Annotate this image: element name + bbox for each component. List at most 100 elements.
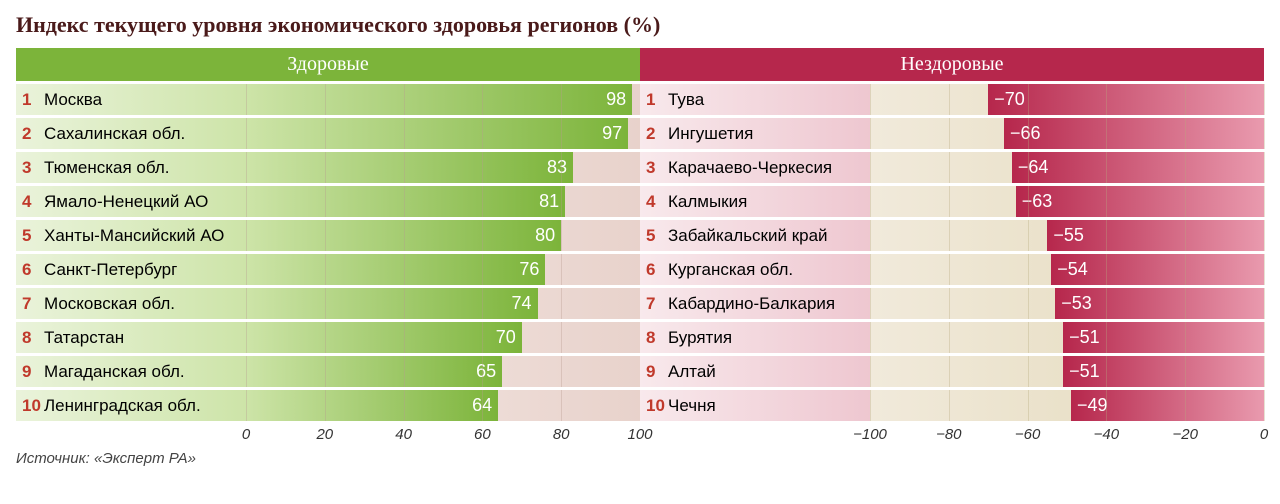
table-row: 7Кабардино-Балкария−53 xyxy=(640,288,1264,322)
gridline xyxy=(404,186,405,217)
bar-cell: 98 xyxy=(246,84,640,115)
table-row: 1Тува−70 xyxy=(640,84,1264,118)
bar-fill: −66 xyxy=(1004,118,1264,149)
label-cell: 2Сахалинская обл. xyxy=(16,118,246,149)
gridline xyxy=(949,152,950,183)
row-rank: 4 xyxy=(22,192,44,212)
bar-cell: 97 xyxy=(246,118,640,149)
gridline xyxy=(561,118,562,149)
row-region: Москва xyxy=(44,90,102,110)
bar-cell: −55 xyxy=(870,220,1264,251)
label-cell: 3Тюменская обл. xyxy=(16,152,246,183)
row-region: Сахалинская обл. xyxy=(44,124,185,144)
table-row: 3Карачаево-Черкесия−64 xyxy=(640,152,1264,186)
table-row: 3Тюменская обл.83 xyxy=(16,152,640,186)
row-rank: 1 xyxy=(646,90,668,110)
gridline xyxy=(1185,288,1186,319)
gridline xyxy=(1185,390,1186,421)
axis-tick: 100 xyxy=(627,426,652,443)
gridline xyxy=(1106,390,1107,421)
bar-fill: −53 xyxy=(1055,288,1264,319)
row-region: Кабардино-Балкария xyxy=(668,294,835,314)
table-row: 9Магаданская обл.65 xyxy=(16,356,640,390)
gridline xyxy=(404,356,405,387)
row-rank: 4 xyxy=(646,192,668,212)
bar-cell: 80 xyxy=(246,220,640,251)
row-rank: 5 xyxy=(22,226,44,246)
bar-fill: 76 xyxy=(246,254,545,285)
gridline xyxy=(246,84,247,115)
axis-tick: 80 xyxy=(553,426,570,443)
bar-value: −51 xyxy=(1069,327,1100,348)
gridline xyxy=(561,254,562,285)
table-row: 1Москва98 xyxy=(16,84,640,118)
panel-unhealthy-body: 1Тува−702Ингушетия −663Карачаево-Черкесия… xyxy=(640,84,1264,424)
table-row: 8Бурятия−51 xyxy=(640,322,1264,356)
table-row: 7Московская обл.74 xyxy=(16,288,640,322)
row-rank: 2 xyxy=(646,124,668,144)
row-rank: 10 xyxy=(646,396,668,416)
gridline xyxy=(561,356,562,387)
gridline xyxy=(870,118,871,149)
label-cell: 6Санкт-Петербург xyxy=(16,254,246,285)
table-row: 2Сахалинская обл.97 xyxy=(16,118,640,152)
gridline xyxy=(870,390,871,421)
panel-healthy-header: Здоровые xyxy=(16,48,640,84)
gridline xyxy=(246,220,247,251)
label-cell: 9Магаданская обл. xyxy=(16,356,246,387)
table-row: 4Ямало-Ненецкий АО81 xyxy=(16,186,640,220)
bar-fill: 70 xyxy=(246,322,522,353)
label-cell: 5Ханты-Мансийский АО xyxy=(16,220,246,251)
bar-fill: 97 xyxy=(246,118,628,149)
gridline xyxy=(246,288,247,319)
bar-value: −53 xyxy=(1061,293,1092,314)
bar-cell: 70 xyxy=(246,322,640,353)
row-region: Забайкальский край xyxy=(668,226,828,246)
bar-cell: 83 xyxy=(246,152,640,183)
gridline xyxy=(949,118,950,149)
table-row: 5Забайкальский край−55 xyxy=(640,220,1264,254)
gridline xyxy=(246,356,247,387)
axis-tick: 60 xyxy=(474,426,491,443)
table-row: 6Курганская обл. −54 xyxy=(640,254,1264,288)
gridline xyxy=(1264,118,1265,149)
bar-value: 74 xyxy=(512,293,532,314)
gridline xyxy=(1028,288,1029,319)
panel-unhealthy: Нездоровые 1Тува−702Ингушетия−663Карачае… xyxy=(640,48,1264,446)
gridline xyxy=(1264,288,1265,319)
row-region: Курганская обл. xyxy=(668,260,793,280)
row-rank: 9 xyxy=(646,362,668,382)
bar-cell: 74 xyxy=(246,288,640,319)
gridline xyxy=(482,322,483,353)
gridline xyxy=(246,118,247,149)
gridline xyxy=(1264,186,1265,217)
gridline xyxy=(1106,84,1107,115)
bar-value: −54 xyxy=(1057,259,1088,280)
row-rank: 6 xyxy=(646,260,668,280)
axis-tick: −100 xyxy=(853,426,887,443)
gridline xyxy=(246,390,247,421)
gridline xyxy=(949,322,950,353)
gridline xyxy=(1264,220,1265,251)
label-cell: 2Ингушетия xyxy=(640,118,870,149)
gridline xyxy=(1106,220,1107,251)
axis-tick: 20 xyxy=(316,426,333,443)
row-rank: 9 xyxy=(22,362,44,382)
row-rank: 6 xyxy=(22,260,44,280)
bar-fill: −63 xyxy=(1016,186,1264,217)
gridline xyxy=(561,288,562,319)
panel-healthy-axis: 020406080100 xyxy=(16,424,640,446)
axis-tick: 0 xyxy=(1260,426,1268,443)
bar-value: 76 xyxy=(519,259,539,280)
bar-value: 70 xyxy=(496,327,516,348)
gridline xyxy=(1106,186,1107,217)
gridline xyxy=(325,186,326,217)
chart-title: Индекс текущего уровня экономического зд… xyxy=(16,12,1264,38)
gridline xyxy=(404,322,405,353)
gridline xyxy=(1028,152,1029,183)
bar-cell: −53 xyxy=(870,288,1264,319)
row-region: Московская обл. xyxy=(44,294,175,314)
axis-tick: 0 xyxy=(242,426,250,443)
table-row: 6Санкт-Петербург 76 xyxy=(16,254,640,288)
table-row: 5Ханты-Мансийский АО80 xyxy=(16,220,640,254)
